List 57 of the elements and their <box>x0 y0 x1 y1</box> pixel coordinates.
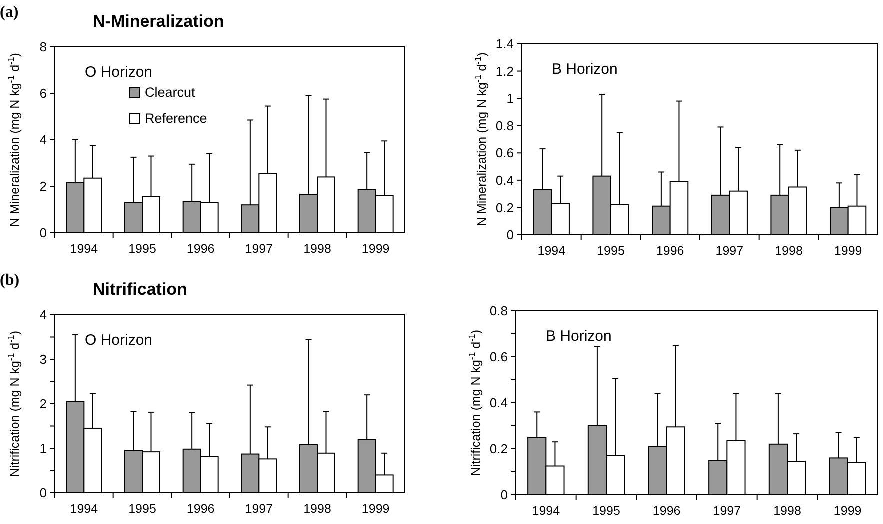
x-tick-label: 1995 <box>597 244 625 258</box>
y-tick-label: 8 <box>40 40 47 55</box>
y-tick-label: 0.2 <box>496 200 514 216</box>
annotation: B Horizon <box>552 61 618 78</box>
y-tick-label: 0 <box>500 488 508 503</box>
x-tick-label: 1996 <box>186 242 215 256</box>
legend-label: Reference <box>145 111 208 126</box>
y-tick-label: 1.2 <box>496 64 514 79</box>
x-tick-label: 1995 <box>592 504 620 518</box>
y-tick-label: 1 <box>506 91 514 106</box>
x-tick-label: 1999 <box>362 242 390 256</box>
x-tick-label: 1997 <box>245 502 274 516</box>
chart-title: Nitrification <box>93 280 188 299</box>
legend-label: Clearcut <box>145 85 196 100</box>
x-tick-label: 1998 <box>775 244 803 258</box>
y-tick-label: 0.6 <box>496 146 514 161</box>
chart-title: N-Mineralization <box>93 12 224 31</box>
y-tick-label: 0.2 <box>490 442 508 457</box>
x-tick-label: 1999 <box>834 244 862 258</box>
y-tick-label: 0.8 <box>496 118 514 134</box>
y-tick-label: 4 <box>40 308 47 323</box>
x-tick-label: 1994 <box>70 242 98 256</box>
y-tick-label: 0 <box>40 226 47 241</box>
x-tick-label: 1995 <box>128 502 156 516</box>
x-tick-label: 1996 <box>652 504 681 518</box>
y-tick-label: 0.4 <box>490 396 508 411</box>
x-tick-label: 1997 <box>713 504 742 518</box>
annotation: O Horizon <box>85 332 153 349</box>
y-tick-label: 1.4 <box>496 36 514 52</box>
x-tick-label: 1994 <box>70 502 98 516</box>
x-tick-label: 1998 <box>304 502 332 516</box>
y-tick-label: 1 <box>40 441 47 456</box>
y-tick-label: 0.6 <box>490 350 508 365</box>
y-tick-label: 2 <box>40 179 47 194</box>
x-tick-label: 1998 <box>774 504 802 518</box>
y-tick-label: 0.4 <box>496 172 514 188</box>
annotation: O Horizon <box>85 64 153 81</box>
y-tick-label: 0 <box>40 486 47 501</box>
x-tick-label: 1999 <box>834 504 862 518</box>
x-tick-label: 1994 <box>532 504 560 518</box>
x-tick-label: 1994 <box>538 244 566 258</box>
x-tick-label: 1996 <box>656 244 684 258</box>
annotation: B Horizon <box>546 328 612 345</box>
y-tick-label: 6 <box>40 86 47 102</box>
x-tick-label: 1997 <box>716 244 744 258</box>
y-tick-label: 2 <box>40 396 47 412</box>
y-tick-label: 3 <box>40 352 47 368</box>
x-tick-label: 1995 <box>128 242 156 256</box>
y-tick-label: 0 <box>506 228 514 243</box>
x-tick-label: 1997 <box>245 242 274 256</box>
y-tick-label: 4 <box>40 132 47 148</box>
y-tick-label: 0.8 <box>490 304 508 319</box>
text: (b) <box>0 272 20 289</box>
x-tick-label: 1999 <box>362 502 390 516</box>
x-tick-label: 1996 <box>186 502 215 516</box>
text: (a) <box>0 4 19 21</box>
x-tick-label: 1998 <box>304 242 332 256</box>
